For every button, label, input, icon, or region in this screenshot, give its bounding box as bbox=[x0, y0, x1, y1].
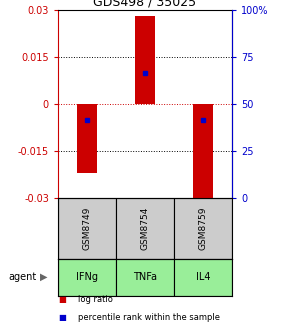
Text: ▶: ▶ bbox=[40, 272, 47, 282]
Bar bbox=[58, 259, 116, 296]
Bar bbox=[58, 198, 116, 259]
Bar bbox=[77, 104, 97, 173]
Bar bbox=[193, 104, 213, 211]
Bar bbox=[174, 259, 232, 296]
Text: ■: ■ bbox=[58, 295, 66, 303]
Bar bbox=[174, 198, 232, 259]
Text: IL4: IL4 bbox=[196, 272, 210, 282]
Text: log ratio: log ratio bbox=[78, 295, 113, 303]
Bar bbox=[116, 259, 174, 296]
Text: percentile rank within the sample: percentile rank within the sample bbox=[78, 313, 220, 322]
Text: GSM8749: GSM8749 bbox=[82, 207, 92, 250]
Text: TNFa: TNFa bbox=[133, 272, 157, 282]
Text: IFNg: IFNg bbox=[76, 272, 98, 282]
Bar bbox=[135, 16, 155, 104]
Text: GSM8754: GSM8754 bbox=[140, 207, 150, 250]
Text: GSM8759: GSM8759 bbox=[198, 207, 208, 250]
Title: GDS498 / 35025: GDS498 / 35025 bbox=[93, 0, 197, 9]
Text: agent: agent bbox=[9, 272, 37, 282]
Text: ■: ■ bbox=[58, 313, 66, 322]
Bar bbox=[116, 198, 174, 259]
